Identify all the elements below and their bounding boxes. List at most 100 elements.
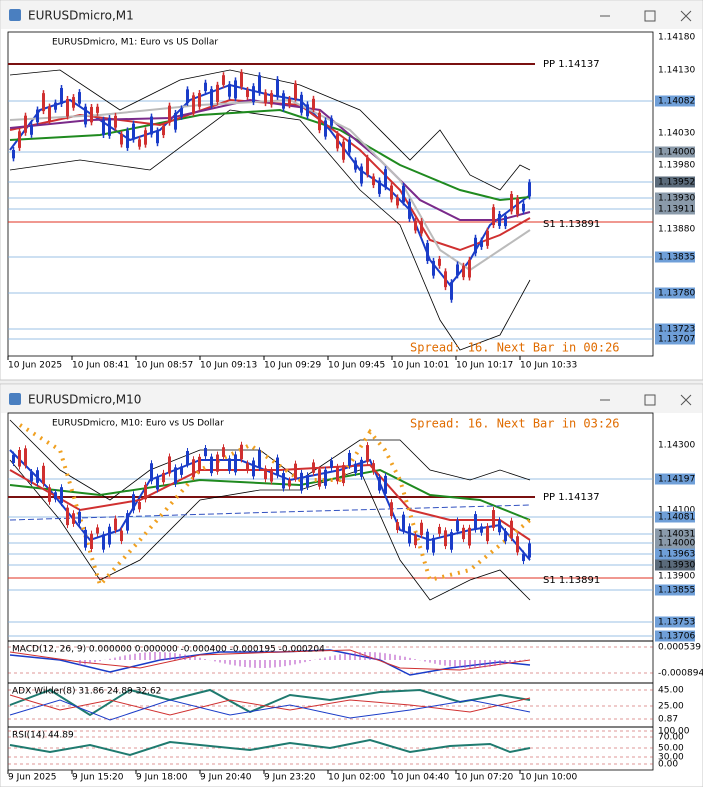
candle-body xyxy=(246,463,249,471)
candle-body xyxy=(420,522,423,536)
candle-body xyxy=(252,86,255,103)
candle-body xyxy=(228,84,231,97)
candle-body xyxy=(264,468,267,480)
candle-body xyxy=(426,531,429,550)
scale-label: 50.00 xyxy=(658,744,684,754)
price-label: 1.14300 xyxy=(658,441,695,451)
price-label: 1.13900 xyxy=(658,572,695,582)
candle-body xyxy=(162,125,165,136)
candle-body xyxy=(120,530,123,542)
close-button[interactable] xyxy=(680,10,692,22)
candle-body xyxy=(156,130,159,144)
price-label: 1.13880 xyxy=(658,225,695,235)
macd-signal xyxy=(9,649,531,671)
candle-body xyxy=(240,444,243,460)
candle-body xyxy=(498,213,501,226)
candle-body xyxy=(216,84,219,102)
candle-body xyxy=(366,157,369,175)
price-tag xyxy=(655,559,695,571)
time-label: 10 Jun 09:29 xyxy=(264,361,321,371)
price-tag xyxy=(655,548,695,560)
candle-body xyxy=(72,513,75,524)
candle-body xyxy=(354,463,357,473)
candle-body xyxy=(138,502,141,510)
price-label: 1.13980 xyxy=(658,161,695,171)
candle-body xyxy=(360,459,363,477)
candle-body xyxy=(96,527,99,534)
candle-body xyxy=(510,520,513,539)
price-tag xyxy=(655,616,695,628)
parabolic-sar xyxy=(18,423,532,590)
candle-body xyxy=(432,537,435,553)
m1-plot xyxy=(9,69,531,351)
candle-body xyxy=(324,120,327,137)
time-label: 10 Jun 02:00 xyxy=(328,773,385,783)
candle-body xyxy=(186,89,189,103)
candle-body xyxy=(234,80,237,99)
scale-label: -0.000894 xyxy=(658,669,703,679)
candle-body xyxy=(150,463,153,482)
candle-body xyxy=(402,514,405,532)
price-label: 1.13707 xyxy=(658,335,695,345)
candle-body xyxy=(438,258,441,266)
candle-body xyxy=(42,93,45,112)
price-tag xyxy=(655,511,695,523)
candle-body xyxy=(192,95,195,114)
candle-body xyxy=(222,75,225,85)
candle-body xyxy=(438,526,441,534)
band-lower xyxy=(9,109,531,351)
candle-body xyxy=(282,93,285,109)
indicator-label: RSI(14) 44.89 xyxy=(12,731,74,741)
candle-body xyxy=(48,106,51,122)
scale-label: 0.000539 xyxy=(658,643,701,653)
ma-purple xyxy=(9,98,531,221)
candle-body xyxy=(360,166,363,184)
price-tag xyxy=(655,251,695,263)
time-label: 10 Jun 09:45 xyxy=(328,361,385,371)
candle-body xyxy=(330,118,333,126)
candle-body xyxy=(390,502,393,517)
support-label: S1 1.13891 xyxy=(543,575,600,586)
candle-body xyxy=(204,447,207,457)
candle-body xyxy=(312,462,315,473)
maximize-button[interactable] xyxy=(644,394,656,406)
candle-body xyxy=(66,98,69,117)
candle-body xyxy=(276,79,279,97)
candle-body xyxy=(84,529,87,548)
candle-body xyxy=(348,452,351,466)
candle-body xyxy=(522,203,525,212)
candle-body xyxy=(168,105,171,123)
candle-body xyxy=(78,92,81,104)
candle-body xyxy=(270,470,273,482)
candle-body xyxy=(234,454,237,473)
title-bar xyxy=(1,385,702,413)
candle-body xyxy=(342,465,345,484)
candle-body xyxy=(336,466,339,482)
candle-body xyxy=(168,456,171,474)
price-label: 1.14000 xyxy=(658,539,695,549)
close-button[interactable] xyxy=(680,394,692,406)
candle-body xyxy=(498,520,501,533)
candle-body xyxy=(126,130,129,148)
candle-body xyxy=(132,494,135,511)
candle-body xyxy=(66,507,69,526)
candle-body xyxy=(126,513,129,531)
adx-minus xyxy=(9,699,531,721)
price-tag xyxy=(655,146,695,158)
time-label: 10 Jun 04:40 xyxy=(392,773,449,783)
price-label: 1.13723 xyxy=(658,325,695,335)
time-label: 9 Jun 15:20 xyxy=(72,773,124,783)
candle-body xyxy=(240,72,243,87)
scale-label: 0.00 xyxy=(658,760,678,770)
chart-area xyxy=(7,31,654,357)
candle-body xyxy=(186,450,189,465)
candle-body xyxy=(150,116,153,135)
candle-body xyxy=(282,473,285,489)
candle-body xyxy=(288,480,291,487)
candle-body xyxy=(312,98,315,110)
candle-body xyxy=(336,134,339,149)
candle-body xyxy=(246,89,249,97)
price-label: 1.13911 xyxy=(658,205,695,215)
title-bar xyxy=(1,1,702,29)
maximize-button[interactable] xyxy=(644,10,656,22)
